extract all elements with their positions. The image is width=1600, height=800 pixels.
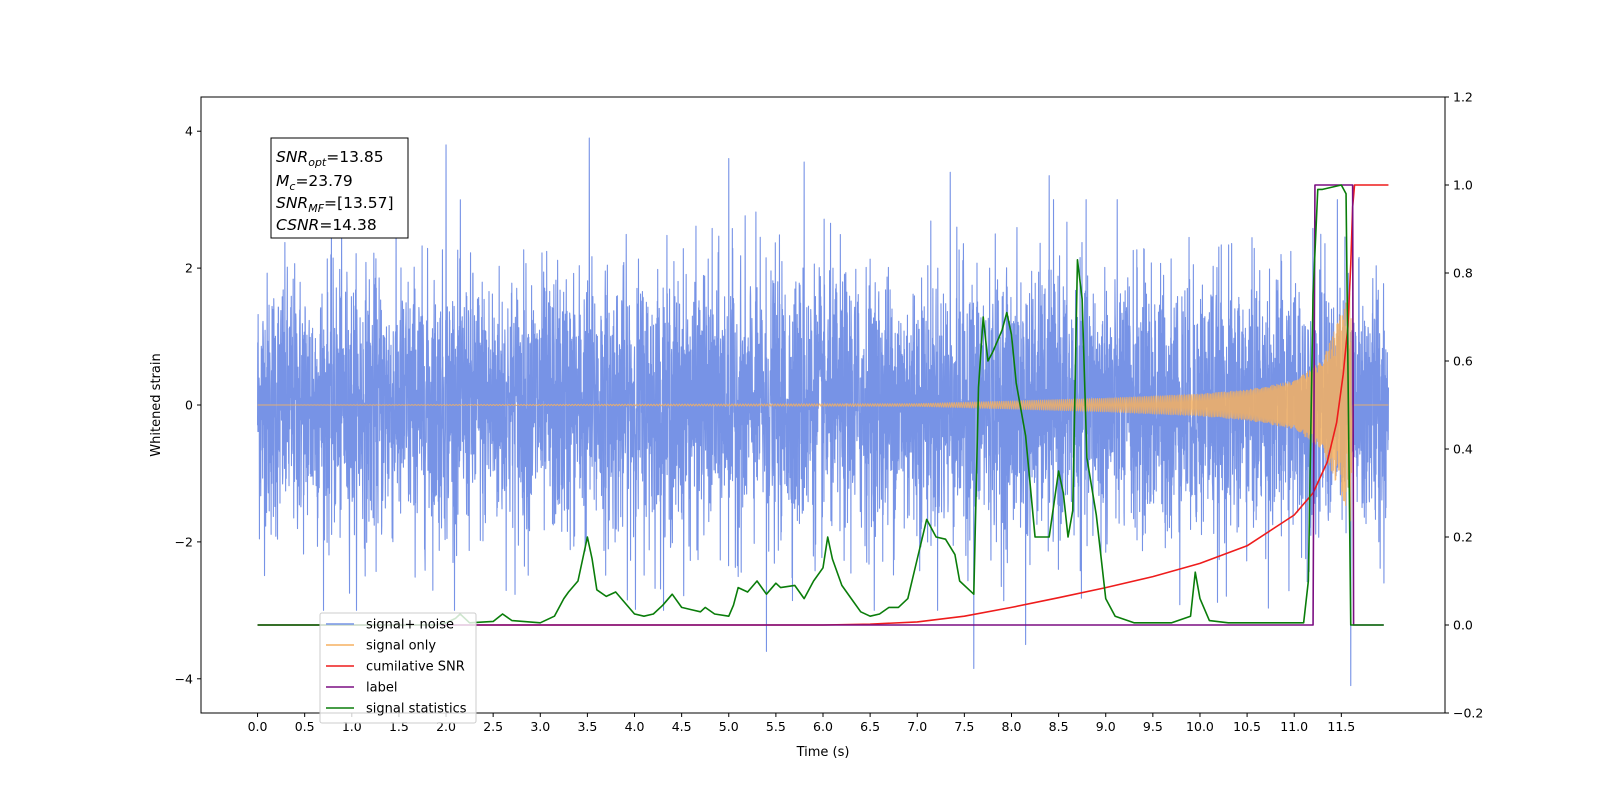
x-tick-label: 9.5 <box>1143 719 1163 734</box>
y-tick-label: −2 <box>175 534 193 549</box>
x-tick-label: 0.5 <box>295 719 315 734</box>
series-line-4 <box>257 184 1384 626</box>
legend-label: label <box>366 681 397 696</box>
series-line-2 <box>257 184 1389 626</box>
x-tick-label: 10.5 <box>1233 719 1261 734</box>
series-line-1 <box>257 293 1389 522</box>
y2-tick-label: 0.4 <box>1453 442 1473 457</box>
x-tick-label: 8.0 <box>1002 719 1022 734</box>
x-tick-label: 2.5 <box>483 719 503 734</box>
x-tick-label: 11.0 <box>1280 719 1308 734</box>
legend-label: signal statistics <box>366 702 467 717</box>
x-axis-label: Time (s) <box>796 745 850 760</box>
x-tick-label: 8.5 <box>1049 719 1069 734</box>
y2-tick-label: −0.2 <box>1453 706 1483 721</box>
y2-tick-label: 0.6 <box>1453 354 1473 369</box>
y2-tick-label: 0.8 <box>1453 266 1473 281</box>
x-tick-label: 5.0 <box>719 719 739 734</box>
x-tick-label: 10.0 <box>1186 719 1214 734</box>
stats-csnr: CSNR=14.38 <box>276 216 377 234</box>
x-tick-label: 6.5 <box>860 719 880 734</box>
legend: signal+ noise signal only cumilative SNR la… <box>319 612 477 724</box>
x-tick-label: 3.5 <box>577 719 597 734</box>
stats-snr-opt: SNRopt=13.85 <box>276 148 384 169</box>
y2-tick-label: 0.2 <box>1453 530 1473 545</box>
x-tick-label: 9.0 <box>1096 719 1116 734</box>
legend-label: cumilative SNR <box>366 660 465 675</box>
y-tick-label: −4 <box>175 671 193 686</box>
stats-mc: Mc=23.79 <box>276 172 353 193</box>
x-tick-label: 7.5 <box>954 719 974 734</box>
y2-tick-label: 0.0 <box>1453 618 1473 633</box>
x-tick-label: 4.5 <box>672 719 692 734</box>
series-line-0 <box>257 137 1389 687</box>
x-tick-label: 11.5 <box>1327 719 1355 734</box>
x-tick-label: 4.0 <box>625 719 645 734</box>
y-tick-label: 2 <box>185 261 193 276</box>
y-tick-label: 0 <box>185 398 193 413</box>
x-tick-label: 5.5 <box>766 719 786 734</box>
legend-label: signal only <box>366 639 436 654</box>
y-axis-right: −0.2 0.0 0.2 0.4 0.6 0.8 1.0 1.2 <box>1445 90 1483 721</box>
y-tick-label: 4 <box>185 124 193 139</box>
stats-snr-mf: SNRMF=[13.57] <box>276 194 394 215</box>
legend-label: signal+ noise <box>366 618 454 633</box>
x-tick-label: 0.0 <box>248 719 268 734</box>
y-axis-left: −4 −2 0 2 4 <box>175 124 201 686</box>
y2-tick-label: 1.0 <box>1453 178 1473 193</box>
x-tick-label: 7.0 <box>907 719 927 734</box>
x-tick-label: 3.0 <box>530 719 550 734</box>
stats-box: SNRopt=13.85 Mc=23.79 SNRMF=[13.57] CSNR… <box>270 137 409 239</box>
y2-tick-label: 1.2 <box>1453 90 1473 105</box>
y-axis-label: Whitened strain <box>149 353 164 456</box>
x-tick-label: 6.0 <box>813 719 833 734</box>
